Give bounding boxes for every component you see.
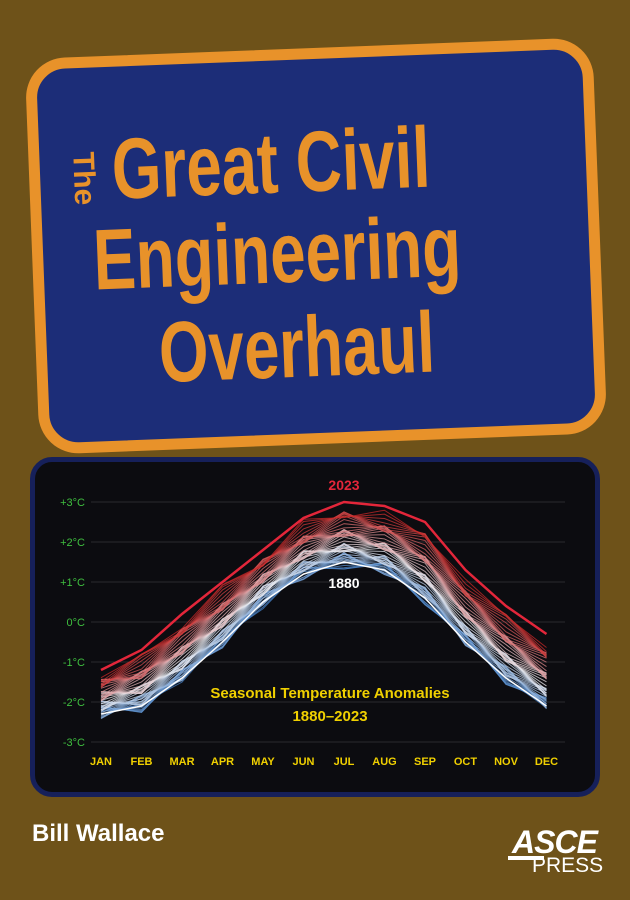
- title-line-3: Overhaul: [157, 294, 437, 402]
- y-tick-label: +1°C: [60, 577, 85, 589]
- chart-panel: +3°C +2°C +1°C 0°C -1°C -2°C -3°C JAN FEB MAR APR M…: [30, 457, 600, 797]
- title-line-2: Engineering: [91, 198, 463, 309]
- year-line: [100, 513, 547, 688]
- y-tick-label: -2°C: [63, 697, 85, 709]
- y-tick-label: -3°C: [63, 737, 85, 749]
- annotation-2023: 2023: [328, 477, 359, 493]
- x-tick-label: DEC: [535, 756, 558, 768]
- series-line-2023: [100, 500, 548, 672]
- author-name: Bill Wallace: [32, 820, 165, 847]
- publisher-name: ASCE: [512, 824, 598, 860]
- x-tick-label: JAN: [90, 756, 112, 768]
- year-line: [100, 530, 547, 693]
- year-line: [100, 542, 547, 698]
- title-plaque: The Great Civil Engineering Overhaul: [24, 37, 608, 455]
- temperature-chart: +3°C +2°C +1°C 0°C -1°C -2°C -3°C JAN FEB MAR APR M…: [60, 477, 565, 768]
- year-line: [100, 533, 547, 700]
- x-tick-label: NOV: [494, 756, 519, 768]
- x-tick-label: JUL: [334, 756, 355, 768]
- year-line: [100, 527, 547, 689]
- chart-subtitle: 1880–2023: [292, 708, 367, 725]
- x-tick-label: APR: [211, 756, 234, 768]
- x-tick-label: AUG: [372, 756, 396, 768]
- x-tick-label: MAY: [251, 756, 275, 768]
- series-line-1880: [100, 561, 547, 715]
- x-tick-label: MAR: [169, 756, 194, 768]
- year-line: [100, 525, 547, 686]
- x-tick-label: SEP: [414, 756, 436, 768]
- year-line: [100, 534, 547, 697]
- y-tick-label: -1°C: [63, 657, 85, 669]
- x-tick-label: OCT: [454, 756, 478, 768]
- year-line: [100, 548, 547, 711]
- annotation-1880: 1880: [328, 575, 359, 591]
- publisher-subtitle: PRESS: [532, 854, 604, 877]
- year-line: [100, 542, 547, 711]
- x-tick-label: JUN: [292, 756, 314, 768]
- publisher-underline: [508, 856, 544, 860]
- chart-title: Seasonal Temperature Anomalies: [210, 685, 449, 702]
- year-line: [100, 515, 547, 686]
- y-tick-label: 0°C: [67, 617, 86, 629]
- title-article: The: [66, 151, 102, 206]
- y-tick-label: +2°C: [60, 537, 85, 549]
- year-line: [100, 513, 547, 682]
- y-tick-label: +3°C: [60, 497, 85, 509]
- year-line: [100, 509, 547, 679]
- publisher-logo: ASCE PRESS: [508, 824, 608, 884]
- title-line-1: Great Civil: [110, 109, 432, 218]
- x-tick-label: FEB: [131, 756, 153, 768]
